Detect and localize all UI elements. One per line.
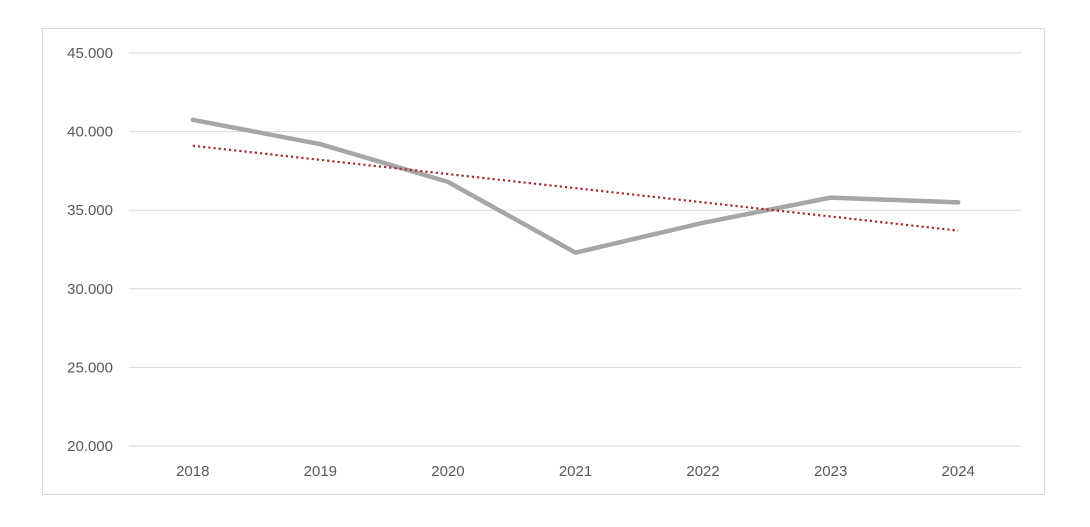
- y-tick-label: 30.000: [67, 281, 113, 298]
- x-tick-label: 2021: [559, 463, 592, 480]
- y-axis-tick-labels: 20.000 25.000 30.000 35.000 40.000 45.000: [67, 45, 113, 455]
- y-tick-label: 45.000: [67, 45, 113, 62]
- series-group: [190, 117, 961, 255]
- y-tick-label: 20.000: [67, 438, 113, 455]
- y-tick-label: 25.000: [67, 359, 113, 376]
- x-tick-label: 2018: [176, 463, 209, 480]
- x-tick-label: 2024: [942, 463, 975, 480]
- x-tick-label: 2022: [686, 463, 719, 480]
- trendline: [192, 144, 959, 232]
- series-line-0: [190, 117, 961, 255]
- x-tick-label: 2020: [431, 463, 464, 480]
- x-tick-label: 2023: [814, 463, 847, 480]
- gridlines: [129, 52, 1022, 447]
- x-tick-label: 2019: [304, 463, 337, 480]
- y-tick-label: 35.000: [67, 202, 113, 219]
- chart-frame: 20.000 25.000 30.000 35.000 40.000 45.000 201…: [42, 28, 1045, 495]
- line-chart: 20.000 25.000 30.000 35.000 40.000 45.000 201…: [67, 45, 1022, 480]
- y-tick-label: 40.000: [67, 124, 113, 141]
- x-axis-tick-labels: 2018 2019 2020 2021 2022 2023 2024: [176, 463, 975, 480]
